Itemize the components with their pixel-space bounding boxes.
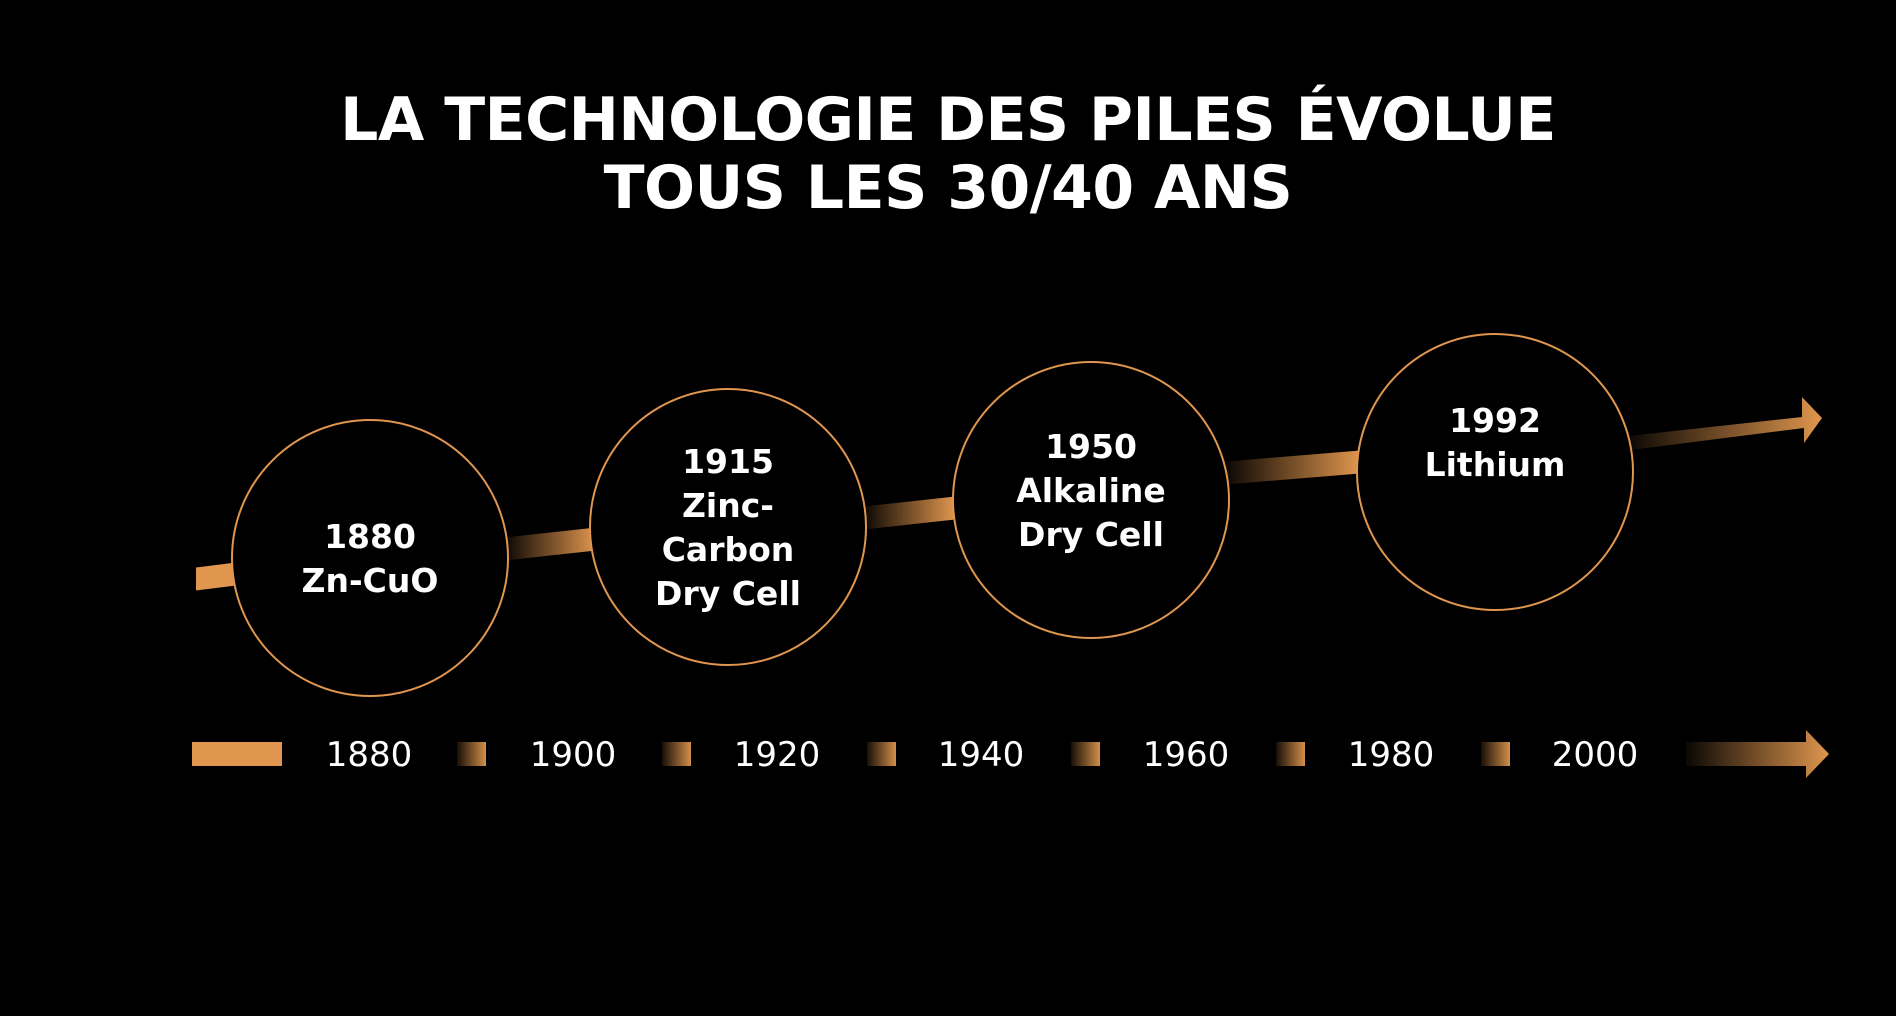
- axis-year-label: 2000: [1552, 735, 1639, 775]
- ascending-arrow: [196, 397, 1822, 591]
- axis-bar-start: [192, 742, 282, 766]
- arrow-segment: [196, 562, 236, 591]
- arrow-segment: [505, 527, 596, 561]
- milestone-circle: [952, 361, 1230, 639]
- milestone-3: 1950 Alkaline Dry Cell: [952, 361, 1230, 639]
- milestone-circles: 1880 Zn-CuO 1915 Zinc- Carbon Dry Cell 1950 Alk…: [231, 333, 1634, 697]
- year-axis: 1880 1900 1920 1940 1960 1980 2000: [192, 730, 1829, 778]
- milestone-label: Alkaline: [1016, 471, 1166, 510]
- milestone-circle: [589, 388, 867, 666]
- milestone-label: 1915: [682, 442, 774, 481]
- title-line-2: TOUS LES 30/40 ANS: [603, 153, 1293, 223]
- diagram-title: LA TECHNOLOGIE DES PILES ÉVOLUE TOUS LES…: [0, 86, 1896, 222]
- axis-dash: [1481, 742, 1510, 766]
- axis-dash: [1276, 742, 1305, 766]
- arrow-segment: [1226, 450, 1360, 485]
- milestone-label: Zn-CuO: [302, 561, 439, 600]
- milestone-circle: [231, 419, 509, 697]
- milestone-2: 1915 Zinc- Carbon Dry Cell: [589, 388, 867, 666]
- axis-year-label: 1920: [734, 735, 821, 775]
- axis-year-label: 1960: [1143, 735, 1230, 775]
- axis-year-label: 1880: [326, 735, 413, 775]
- milestone-label: 1880: [324, 517, 416, 556]
- milestone-label: 1992: [1449, 401, 1541, 440]
- milestone-1: 1880 Zn-CuO: [231, 419, 509, 697]
- axis-dash: [1071, 742, 1100, 766]
- arrow-segment: [864, 496, 955, 530]
- axis-year-label: 1940: [938, 735, 1025, 775]
- milestone-label: Carbon: [662, 530, 795, 569]
- milestone-label: Dry Cell: [1018, 515, 1164, 554]
- arrow-head: [1628, 397, 1822, 450]
- milestone-label: Dry Cell: [655, 574, 801, 613]
- axis-dash: [662, 742, 691, 766]
- title-line-1: LA TECHNOLOGIE DES PILES ÉVOLUE: [340, 85, 1556, 155]
- axis-dash: [867, 742, 896, 766]
- axis-year-label: 1980: [1348, 735, 1435, 775]
- milestone-label: Lithium: [1425, 445, 1566, 484]
- axis-arrow-head: [1686, 730, 1829, 778]
- milestone-4: 1992 Lithium: [1356, 333, 1634, 611]
- axis-year-label: 1900: [530, 735, 617, 775]
- axis-dash: [457, 742, 486, 766]
- milestone-label: 1950: [1045, 427, 1137, 466]
- milestone-circle: [1356, 333, 1634, 611]
- milestone-label: Zinc-: [682, 486, 774, 525]
